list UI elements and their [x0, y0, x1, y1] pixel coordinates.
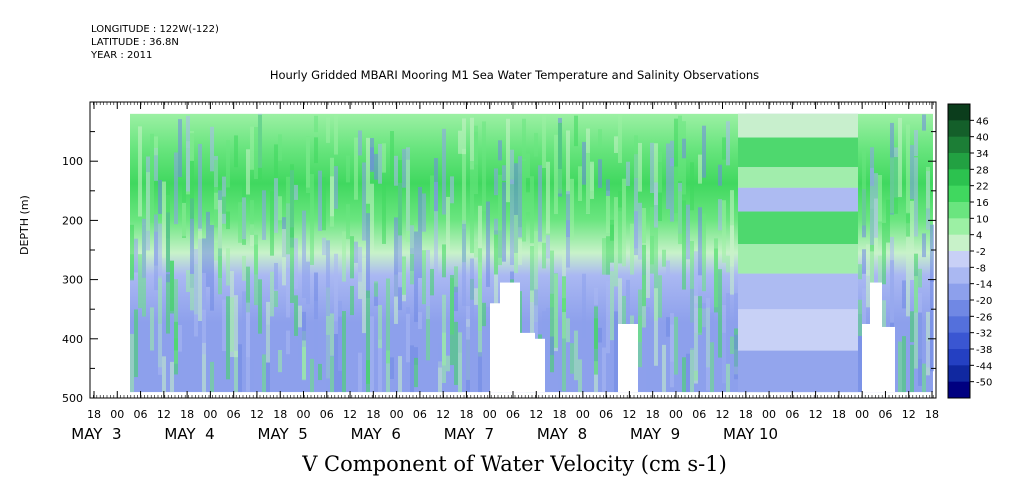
x-hour-label: 12 — [343, 408, 357, 421]
colorbar-swatch — [948, 316, 970, 334]
variable-label: V Component of Water Velocity (cm s-1) — [302, 452, 727, 476]
x-hour-label: 00 — [669, 408, 683, 421]
x-hour-label: 12 — [436, 408, 450, 421]
x-hour-label: 00 — [576, 408, 590, 421]
x-day-label: MAY 3 — [71, 425, 121, 443]
colorbar-swatch — [948, 234, 970, 252]
x-hour-label: 06 — [785, 408, 799, 421]
x-hour-label: 12 — [157, 408, 171, 421]
latitude-label: LATITUDE : 36.8N — [91, 37, 179, 48]
x-hour-label: 18 — [366, 408, 380, 421]
x-hour-label: 18 — [925, 408, 939, 421]
x-hour-label: 18 — [180, 408, 194, 421]
colorbar-label: 34 — [976, 149, 989, 160]
x-hour-label: 06 — [320, 408, 334, 421]
x-hour-label: 06 — [413, 408, 427, 421]
x-hour-label: 00 — [203, 408, 217, 421]
colorbar-swatch — [948, 153, 970, 170]
colorbar-swatch — [948, 267, 970, 285]
y-tick-label: 200 — [62, 214, 83, 227]
x-hour-label: 06 — [692, 408, 706, 421]
x-hour-label: 12 — [902, 408, 916, 421]
x-day-label: MAY 6 — [351, 425, 401, 443]
longitude-label: LONGITUDE : 122W(-122) — [91, 24, 219, 35]
colorbar-swatch — [948, 349, 970, 366]
x-day-label: MAY 7 — [444, 425, 494, 443]
colorbar-label: -32 — [976, 329, 992, 340]
x-hour-label: 06 — [227, 408, 241, 421]
x-hour-label: 18 — [646, 408, 660, 421]
x-day-label: MAY 10 — [723, 425, 778, 443]
x-hour-label: 18 — [87, 408, 101, 421]
colorbar-swatch — [948, 202, 970, 219]
colorbar-label: -44 — [976, 361, 992, 372]
colorbar-swatch — [948, 251, 970, 268]
x-day-label: MAY 5 — [258, 425, 308, 443]
colorbar-label: 22 — [976, 182, 989, 193]
colorbar-label: 16 — [976, 198, 989, 209]
colorbar-label: 40 — [976, 133, 989, 144]
x-hour-label: 06 — [878, 408, 892, 421]
colorbar-swatch — [948, 332, 970, 350]
colorbar-label: 10 — [976, 214, 989, 225]
x-hour-label: 06 — [599, 408, 613, 421]
colorbar-swatch — [948, 136, 970, 154]
colorbar-swatch — [948, 283, 970, 301]
colorbar-swatch — [948, 185, 970, 203]
x-day-label: MAY 9 — [630, 425, 680, 443]
x-hour-label: 00 — [762, 408, 776, 421]
x-hour-label: 12 — [529, 408, 543, 421]
colorbar-swatch — [948, 120, 970, 138]
velocity-field — [130, 113, 934, 393]
y-tick-label: 400 — [62, 333, 83, 346]
colorbar-label: -50 — [976, 378, 992, 389]
axes: 100 200 300 400 500 18 00 06 12 18 00 06 12 18 00 06 12 1… — [62, 101, 939, 443]
x-hour-label: 00 — [390, 408, 404, 421]
y-tick-label: 100 — [62, 155, 83, 168]
colorbar-label: 4 — [976, 231, 982, 242]
x-hour-label: 12 — [716, 408, 730, 421]
x-hour-label: 18 — [273, 408, 287, 421]
chart-title: Hourly Gridded MBARI Mooring M1 Sea Wate… — [269, 68, 760, 82]
x-hour-label: 06 — [134, 408, 148, 421]
colorbar-swatch — [948, 365, 970, 383]
colorbar-label: -2 — [976, 247, 986, 258]
y-tick-label: 300 — [62, 274, 83, 287]
colorbar-label: -26 — [976, 312, 992, 323]
x-hour-label: 18 — [553, 408, 567, 421]
x-hour-label: 18 — [739, 408, 753, 421]
x-hour-label: 12 — [809, 408, 823, 421]
x-hour-label: 00 — [110, 408, 124, 421]
y-axis-label: DEPTH (m) — [18, 195, 31, 255]
y-tick-label: 500 — [62, 392, 83, 405]
colorbar-label: -38 — [976, 345, 992, 356]
colorbar-label: -8 — [976, 263, 986, 274]
x-hour-label: 18 — [459, 408, 473, 421]
x-hour-label: 12 — [250, 408, 264, 421]
x-hour-label: 12 — [622, 408, 636, 421]
colorbar-swatch — [948, 169, 970, 187]
year-label: YEAR : 2011 — [91, 50, 153, 61]
colorbar-label: 28 — [976, 165, 989, 176]
colorbar-swatch — [948, 218, 970, 236]
x-hour-label: 00 — [855, 408, 869, 421]
x-hour-label: 00 — [297, 408, 311, 421]
x-hour-label: 18 — [832, 408, 846, 421]
x-hour-label: 06 — [506, 408, 520, 421]
colorbar-label: -20 — [976, 296, 992, 307]
colorbar: 46 40 34 28 22 16 10 4 -2 -8 -14 -20 -26 -32 -38 -44 -50 — [947, 103, 992, 399]
colorbar-swatch — [948, 104, 970, 121]
x-day-label: MAY 4 — [164, 425, 214, 443]
colorbar-swatch — [948, 300, 970, 317]
colorbar-label: 46 — [976, 116, 989, 127]
colorbar-swatch — [948, 381, 970, 399]
x-day-label: MAY 8 — [537, 425, 587, 443]
x-hour-label: 00 — [483, 408, 497, 421]
colorbar-label: -14 — [976, 280, 992, 291]
